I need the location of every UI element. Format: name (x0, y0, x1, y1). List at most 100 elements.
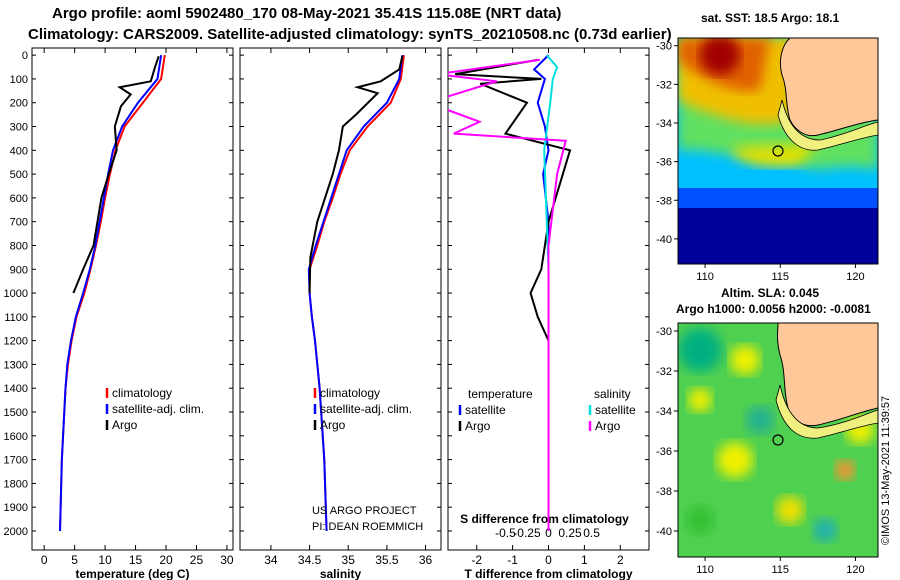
y-tick-label: 1900 (4, 502, 28, 514)
x-tick-label: 1 (581, 553, 588, 567)
map-lon-label: 115 (771, 271, 789, 283)
map-lat-label: -34 (656, 118, 672, 130)
map-lat-label: -36 (656, 157, 672, 169)
x-tick-label: 25 (190, 553, 204, 567)
legend-header-salinity: salinity (594, 387, 631, 401)
x-axis-label: temperature (deg C) (75, 567, 189, 580)
top-tick-label: -0.5 (495, 526, 516, 540)
annotation-project: US ARGO PROJECT (312, 505, 417, 517)
plot-frame (31, 47, 234, 551)
legend-label: satellite (595, 403, 636, 417)
y-tick-label: 900 (10, 264, 28, 276)
map-lon-label: 110 (696, 564, 714, 576)
x-tick-label: -1 (507, 553, 518, 567)
x-tick-label: 15 (129, 553, 143, 567)
y-tick-label: 1200 (4, 336, 28, 348)
x-axis-label: T difference from climatology (464, 567, 632, 580)
y-tick-label: 400 (10, 145, 28, 157)
figure-title-line-1: Argo profile: aoml 5902480_170 08-May-20… (52, 5, 562, 22)
y-tick-label: 100 (10, 74, 28, 86)
y-tick-label: 200 (10, 98, 28, 110)
map-lat-label: -40 (656, 526, 672, 538)
legend-label: Argo (112, 418, 138, 432)
map-lat-label: -30 (656, 41, 672, 53)
x-tick-label: 34 (264, 553, 278, 567)
y-tick-label: 600 (10, 193, 28, 205)
legend-header-temperature: temperature (468, 387, 533, 401)
imos-timestamp: ©IMOS 13-May-2021 11:39:57 (880, 395, 892, 545)
map-lon-label: 110 (696, 271, 714, 283)
sla-map-title: Altim. SLA: 0.045 (721, 286, 820, 300)
x-tick-label: 35.5 (375, 553, 399, 567)
legend-label: Argo (320, 418, 346, 432)
x-tick-label: 0 (545, 553, 552, 567)
series-group (448, 54, 572, 531)
y-tick-label: 700 (10, 217, 28, 229)
y-tick-label: 2000 (4, 526, 28, 538)
map-lon-label: 115 (771, 564, 789, 576)
x-tick-label: 0 (41, 553, 48, 567)
top-tick-label: 0.5 (583, 526, 600, 540)
sst-map-title: sat. SST: 18.5 Argo: 18.1 (701, 11, 840, 25)
y-tick-label: 0 (22, 50, 28, 62)
chart-panel-2: 34 34.5 35 35.5 36 salinity climatology satelli… (239, 47, 442, 580)
legend-label: satellite (465, 403, 506, 417)
x-tick-label: 34.5 (298, 553, 322, 567)
legend-label: satellite-adj. clim. (112, 402, 204, 416)
series-line-t-argo (455, 58, 572, 531)
top-tick-label: 0.25 (558, 526, 582, 540)
top-tick-label: 0 (545, 526, 552, 540)
chart-panel-1: 0 5 10 15 20 25 30 temperature (deg C) 0 100 200 30… (4, 47, 234, 580)
x-tick-label: 30 (220, 553, 234, 567)
annotation-pi: PI: DEAN ROEMMICH (312, 521, 423, 533)
argo-location-marker (772, 145, 784, 157)
map-lon-label: 120 (846, 564, 864, 576)
legend-label: climatology (320, 386, 380, 400)
y-tick-label: 1600 (4, 431, 28, 443)
map-lat-label: -34 (656, 406, 672, 418)
y-tick-label: 1400 (4, 383, 28, 395)
figure-title-line-2: Climatology: CARS2009. Satellite-adjuste… (28, 26, 672, 43)
map-lat-label: -30 (656, 326, 672, 338)
x-tick-label: 35 (342, 553, 356, 567)
y-tick-label: 1300 (4, 359, 28, 371)
x-axis-label: salinity (320, 567, 362, 580)
x-tick-label: 10 (98, 553, 112, 567)
legend-label: Argo (595, 419, 621, 433)
map-lat-label: -32 (656, 366, 672, 378)
legend-label: Argo (465, 419, 491, 433)
series-line-argo (72, 56, 160, 294)
y-tick-label: 1500 (4, 407, 28, 419)
series-group (59, 54, 166, 531)
x-tick-label: 2 (617, 553, 624, 567)
y-tick-label: 300 (10, 122, 28, 134)
chart-panel-3: -2 -1 0 1 2T difference from climatology -0.5… (447, 47, 650, 580)
sla-map-subtitle: Argo h1000: 0.0056 h2000: -0.0081 (676, 302, 871, 316)
sla-map: -30 -32 -34 -36 -38 -40 110 115 120 (656, 322, 879, 576)
series-line-argo (308, 56, 404, 294)
legend-label: satellite-adj. clim. (320, 402, 412, 416)
series-line-satellite-adj-clim- (59, 54, 163, 531)
y-tick-label: 1800 (4, 478, 28, 490)
legend-label: climatology (112, 386, 172, 400)
y-tick-label: 1100 (4, 312, 28, 324)
map-lat-label: -32 (656, 79, 672, 91)
map-lon-label: 120 (846, 271, 864, 283)
series-line-s-argo (448, 58, 567, 531)
map-lat-label: -38 (656, 195, 672, 207)
sst-map: -30 -32 -34 -36 -38 -40 110 115 120 (656, 37, 879, 283)
y-tick-label: 1700 (4, 455, 28, 467)
argo-location-marker-2 (772, 434, 784, 446)
top-axis-label: S difference from climatology (460, 512, 629, 526)
x-tick-label: -2 (471, 553, 482, 567)
x-tick-label: 5 (71, 553, 78, 567)
plot-frame (239, 47, 442, 551)
map-lat-label: -40 (656, 234, 672, 246)
x-tick-label: 36 (419, 553, 433, 567)
y-tick-label: 500 (10, 169, 28, 181)
y-tick-label: 1000 (4, 288, 28, 300)
x-tick-label: 20 (159, 553, 173, 567)
map-lat-label: -38 (656, 486, 672, 498)
top-tick-label: -0.25 (513, 526, 541, 540)
